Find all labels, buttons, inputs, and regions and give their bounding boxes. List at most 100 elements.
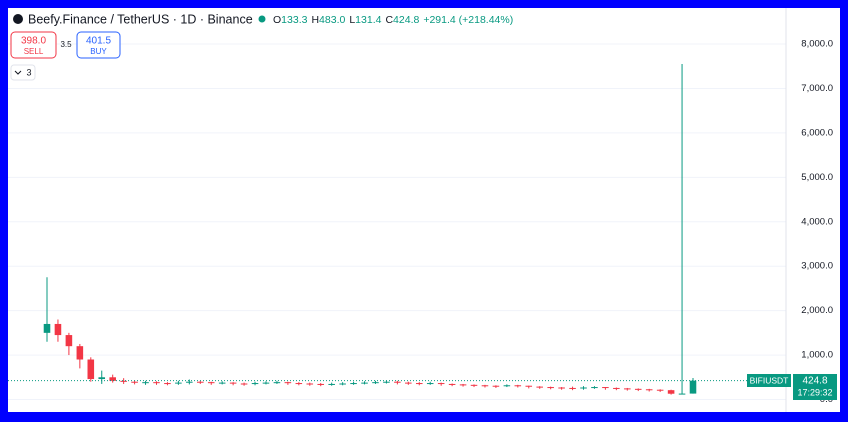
indicator-toggle[interactable]: 3 — [10, 64, 36, 81]
y-tick-label: 7,000.0 — [801, 83, 833, 94]
candle — [306, 382, 314, 386]
candle — [492, 385, 500, 388]
candle-body — [142, 382, 149, 384]
sell-button[interactable]: 398.0 SELL — [10, 31, 57, 59]
y-tick-label: 1,000.0 — [801, 350, 833, 361]
candle-body — [394, 381, 401, 383]
candle-body — [514, 385, 522, 387]
candle — [569, 386, 576, 391]
grid: 0.01,000.02,000.03,000.04,000.05,000.06,… — [8, 39, 833, 405]
symbol-title: Beefy.Finance / TetherUS · 1D · Binance — [28, 12, 253, 26]
candle — [240, 382, 248, 386]
candle-body — [65, 335, 73, 347]
candle-body — [656, 389, 664, 391]
candle — [65, 332, 73, 356]
candle — [591, 386, 598, 389]
candle-body — [503, 385, 511, 387]
candle — [273, 380, 281, 384]
candle — [186, 379, 193, 385]
candle — [251, 381, 259, 386]
candle-body — [437, 383, 445, 385]
candle — [295, 382, 303, 386]
candle — [580, 386, 587, 390]
indicator-box[interactable] — [10, 64, 36, 81]
candle — [481, 384, 489, 388]
candle — [87, 357, 95, 382]
candle — [613, 387, 620, 391]
candle — [667, 389, 675, 395]
candle-body — [634, 388, 642, 390]
y-tick-label: 3,000.0 — [801, 261, 833, 272]
buy-price[interactable]: 401.5 — [86, 36, 111, 47]
candle-body — [207, 382, 215, 384]
candle-body — [306, 383, 314, 385]
candle-body — [569, 387, 576, 389]
candle-body — [678, 393, 686, 395]
candle-body — [240, 383, 248, 385]
candle — [361, 381, 368, 385]
candle-body — [667, 390, 675, 394]
candle-body — [109, 377, 116, 381]
y-tick-label: 4,000.0 — [801, 216, 833, 227]
candle — [448, 383, 456, 387]
candle — [547, 386, 554, 390]
price-tag: BIFIUSDT 424.8 17:29:32 — [747, 374, 837, 400]
ohlc-label: C — [385, 14, 393, 26]
candle-body — [175, 382, 182, 384]
logo — [13, 14, 23, 24]
price-box — [793, 374, 837, 400]
sell-price[interactable]: 398.0 — [21, 36, 46, 47]
candle — [197, 380, 204, 384]
candle-body — [405, 382, 412, 384]
candle-body — [131, 381, 138, 383]
candle-body — [591, 387, 598, 389]
candle — [284, 381, 292, 385]
indicator-count[interactable]: 3 — [26, 67, 31, 77]
candle-body — [229, 382, 237, 384]
y-tick-label: 6,000.0 — [801, 127, 833, 138]
candle-body — [383, 381, 390, 383]
candle — [54, 319, 62, 342]
ohlc-value: 424.8 — [393, 14, 419, 26]
spread: 3.5 — [60, 40, 72, 49]
candle — [645, 388, 653, 392]
candle — [372, 380, 379, 384]
candle — [459, 383, 467, 387]
buy-label[interactable]: BUY — [90, 47, 107, 56]
candle — [634, 388, 642, 392]
sell-box[interactable] — [10, 31, 57, 59]
candle — [164, 382, 171, 386]
candle-body — [262, 382, 270, 384]
ohlc-value: 483.0 — [319, 14, 345, 26]
candle-body — [547, 387, 554, 389]
chart-panel — [8, 8, 840, 412]
candle-body — [295, 383, 303, 385]
candle — [426, 381, 434, 385]
candle — [602, 387, 609, 390]
buy-box[interactable] — [76, 31, 121, 59]
candle — [76, 343, 84, 369]
candle-body — [350, 383, 357, 385]
candle — [262, 381, 270, 385]
ohlc-value: 131.4 — [355, 14, 381, 26]
candle — [350, 381, 357, 385]
buy-button[interactable]: 401.5 BUY — [76, 31, 121, 59]
y-tick-label: 5,000.0 — [801, 172, 833, 183]
sell-label[interactable]: SELL — [24, 47, 44, 56]
y-tick-label: 8,000.0 — [801, 39, 833, 50]
symbol-tag — [747, 374, 791, 387]
chevron[interactable] — [14, 70, 22, 75]
last-price: 424.8 — [802, 376, 827, 387]
candle — [536, 386, 543, 389]
candle-body — [624, 388, 631, 390]
candle-body — [98, 377, 106, 380]
candle — [437, 382, 445, 386]
candle — [153, 381, 160, 385]
candle — [218, 381, 226, 385]
candle-body — [197, 381, 204, 383]
ohlc-label: H — [311, 14, 319, 26]
candle-body — [602, 387, 609, 389]
candle-body — [361, 382, 368, 384]
candle-body — [87, 359, 95, 380]
